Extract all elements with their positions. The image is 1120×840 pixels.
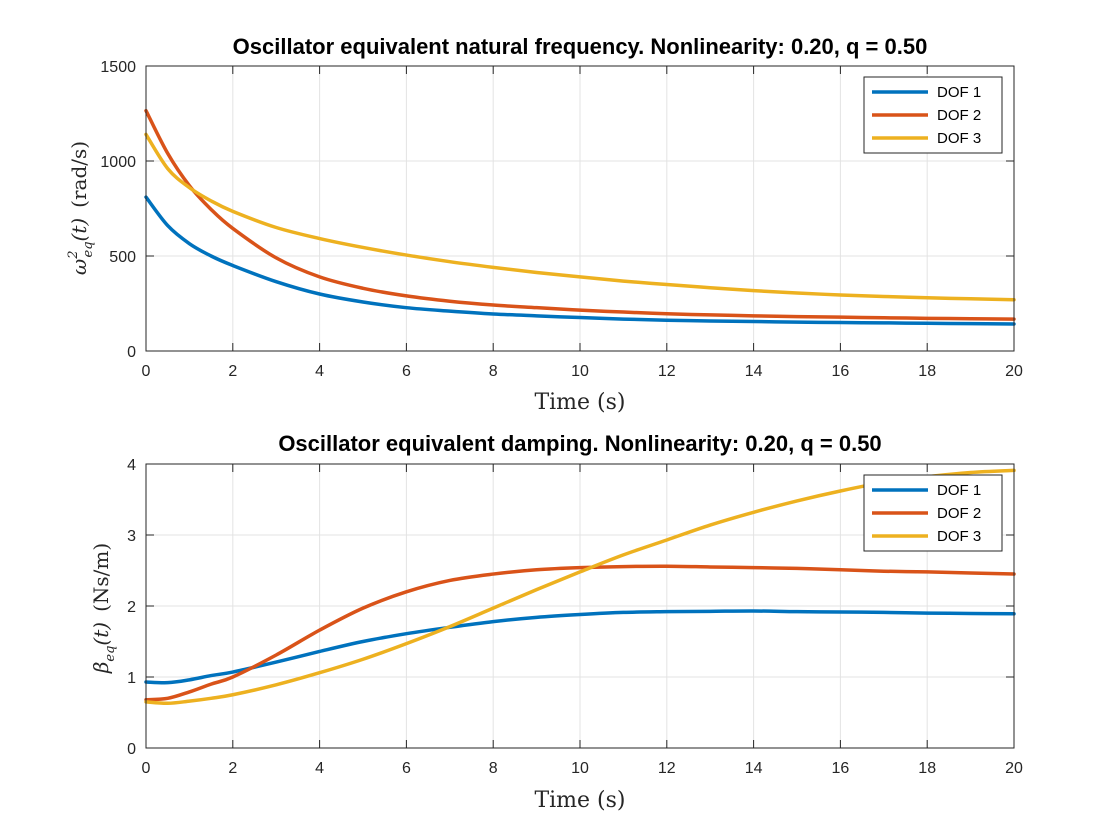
y-axis-argument: (t) — [67, 218, 91, 242]
x-tick-label: 12 — [658, 363, 676, 380]
x-tick-label: 8 — [489, 760, 498, 777]
series-line-dof-1 — [144, 195, 1016, 326]
damping-chart: Oscillator equivalent damping. Nonlinear… — [89, 431, 1023, 813]
x-tick-label: 6 — [402, 760, 411, 777]
y-axis-unit: (Ns/m) — [89, 543, 113, 612]
y-tick-label: 4 — [127, 457, 136, 474]
y-tick-label: 1500 — [100, 59, 136, 76]
x-tick-label: 10 — [571, 363, 589, 380]
series-lines — [144, 468, 1016, 706]
y-tick-label: 1000 — [100, 154, 136, 171]
y-tick-label: 0 — [127, 741, 136, 758]
series-line-dof-2 — [144, 108, 1016, 321]
y-axis-label: βeq(t) (Ns/m) — [89, 543, 118, 674]
x-tick-label: 2 — [228, 760, 237, 777]
x-tick-label: 20 — [1005, 363, 1023, 380]
y-axis-argument: (t) — [89, 622, 113, 646]
x-tick-label: 4 — [315, 363, 324, 380]
x-tick-label: 14 — [745, 760, 763, 777]
legend-label-dof-1: DOF 1 — [937, 84, 981, 101]
series-lines — [144, 108, 1016, 326]
x-tick-label: 0 — [142, 363, 151, 380]
x-tick-label: 2 — [228, 363, 237, 380]
natural-frequency-chart: Oscillator equivalent natural frequency.… — [66, 34, 1023, 415]
chart-title: Oscillator equivalent damping. Nonlinear… — [278, 431, 881, 456]
x-tick-label: 10 — [571, 760, 589, 777]
series-line-dof-3 — [144, 132, 1016, 302]
x-axis-label: Time (s) — [534, 390, 625, 415]
legend: DOF 1 DOF 2 DOF 3 — [863, 474, 1003, 552]
legend: DOF 1 DOF 2 DOF 3 — [863, 76, 1003, 154]
chart-title: Oscillator equivalent natural frequency.… — [233, 34, 928, 59]
axis-ticks — [145, 463, 1015, 749]
y-axis-symbol: ω — [67, 259, 91, 275]
x-tick-label: 20 — [1005, 760, 1023, 777]
y-axis-superscript: 2 — [66, 250, 81, 259]
x-tick-label: 18 — [918, 363, 936, 380]
legend-label-dof-1: DOF 1 — [937, 482, 981, 499]
axis-ticks — [145, 65, 1015, 352]
series-line-dof-2 — [144, 564, 1016, 702]
x-tick-label: 8 — [489, 363, 498, 380]
y-tick-label: 3 — [127, 528, 136, 545]
y-axis-symbol: β — [89, 662, 113, 675]
legend-label-dof-3: DOF 3 — [937, 130, 981, 147]
x-axis-label: Time (s) — [534, 788, 625, 813]
y-tick-label: 0 — [127, 344, 136, 361]
y-tick-label: 2 — [127, 599, 136, 616]
legend-label-dof-3: DOF 3 — [937, 528, 981, 545]
x-tick-label: 16 — [832, 760, 850, 777]
legend-label-dof-2: DOF 2 — [937, 505, 981, 522]
y-axis-label: ω2eq(t) (rad/s) — [66, 141, 96, 275]
legend-label-dof-2: DOF 2 — [937, 107, 981, 124]
y-axis-subscript: eq — [103, 646, 118, 662]
y-tick-label: 1 — [127, 670, 136, 687]
x-tick-label: 16 — [832, 363, 850, 380]
y-axis-unit: (rad/s) — [67, 141, 91, 208]
series-line-dof-3 — [144, 468, 1016, 706]
x-tick-label: 18 — [918, 760, 936, 777]
x-tick-label: 6 — [402, 363, 411, 380]
x-tick-label: 0 — [142, 760, 151, 777]
series-line-dof-1 — [144, 609, 1016, 685]
x-tick-label: 14 — [745, 363, 763, 380]
x-tick-label: 4 — [315, 760, 324, 777]
y-axis-subscript: eq — [81, 241, 96, 257]
y-tick-label: 500 — [109, 249, 136, 266]
tick-labels: 0 2 4 6 8 10 12 14 16 18 20 0 500 1000 1500 — [100, 59, 1023, 380]
x-tick-label: 12 — [658, 760, 676, 777]
